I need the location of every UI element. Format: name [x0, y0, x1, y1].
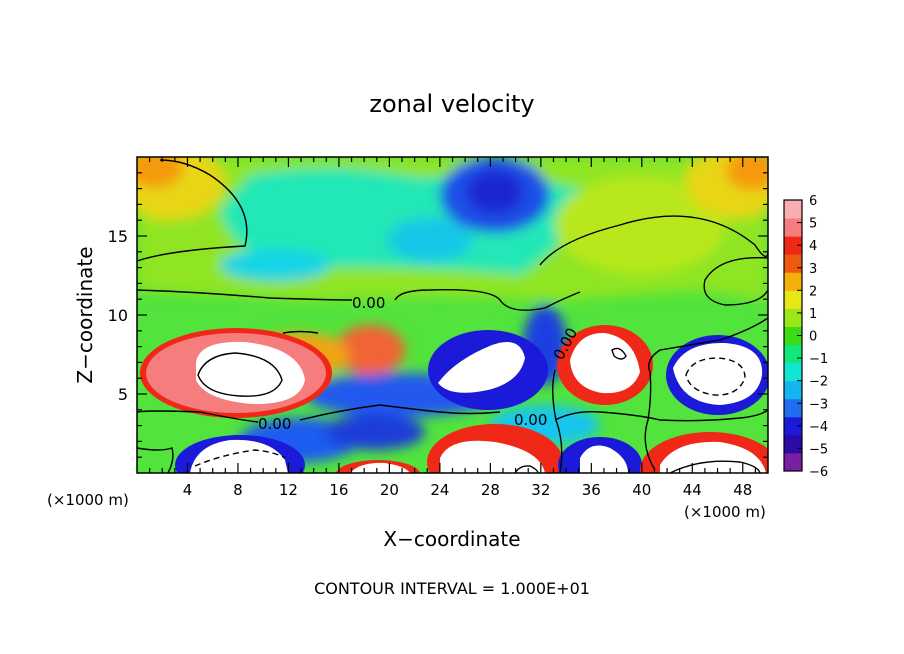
colorbar-swatch: [784, 452, 802, 472]
colorbar-tick-label: −1: [809, 352, 828, 367]
blue-upper-core: [467, 170, 523, 214]
orange-corner-left: [137, 157, 183, 188]
colorbar-tick-label: 4: [809, 239, 817, 254]
colorbar-swatch: [784, 434, 802, 454]
contour-left-lower: [137, 447, 174, 473]
colorbar-tick-label: −3: [809, 397, 828, 412]
x-tick-label: 16: [329, 481, 348, 499]
contour-label-a: 0.00: [352, 294, 385, 312]
blue-lower-mid: [325, 414, 425, 450]
colorbar-tick-label: −6: [809, 465, 828, 480]
x-tick-label: 40: [632, 481, 651, 499]
x-axis-label: X−coordinate: [383, 527, 520, 551]
y-tick-label: 15: [108, 227, 128, 246]
x-tick-label: 12: [279, 481, 298, 499]
chart-title: zonal velocity: [369, 90, 534, 118]
x-tick-label: 4: [183, 481, 193, 499]
core-pos-right: [570, 332, 640, 394]
colorbar-tick-label: −2: [809, 375, 828, 390]
core-pos-bottom-right: [660, 441, 766, 473]
contour-dashed-neg-right: [685, 357, 746, 396]
x-unit-right: (×1000 m): [684, 503, 766, 521]
colorbar-tick-label: 6: [809, 194, 817, 209]
core-pos-bottom-small: [350, 462, 410, 473]
cyan-patch-left: [220, 249, 330, 281]
colorbar-swatch: [784, 236, 802, 255]
x-tick-label: 8: [233, 481, 243, 499]
red-mid-band: [335, 325, 405, 375]
core-neg-mid: [438, 341, 525, 393]
colorbar-swatch: [784, 308, 802, 327]
colorbar-swatch: [784, 272, 802, 291]
saturated-cores: [190, 332, 766, 473]
core-pos-bottom-mid: [440, 440, 545, 473]
x-axis-ticks: 4 8 12 16 20 24 28 32 36 40 44 48: [149, 157, 756, 499]
core-neg-bottom-right: [580, 445, 628, 473]
x-tick-label: 24: [430, 481, 449, 499]
contour-lines: [137, 159, 768, 473]
core-neg-bottom-left: [190, 439, 288, 473]
contour-label-c: 0.00: [514, 411, 547, 429]
x-tick-label: 32: [531, 481, 550, 499]
colorbar-swatch: [784, 254, 802, 273]
contour-interval-note: CONTOUR INTERVAL = 1.000E+01: [314, 579, 590, 598]
contour-upper-mid: [539, 215, 768, 266]
y-tick-label: 10: [108, 306, 128, 325]
colorbar: 6 5 4 3 2 1 0 −1 −2 −3 −4 −5 −6: [783, 194, 828, 480]
colorbar-swatch: [784, 218, 802, 237]
colorbar-tick-label: 2: [809, 284, 817, 299]
colorbar-tick-label: 3: [809, 262, 817, 277]
contour-bottom-right: [669, 460, 761, 473]
contour-inner-left: [197, 352, 283, 397]
contour-right-side: [644, 317, 768, 471]
colorbar-swatch: [784, 398, 802, 418]
y-axis-label: Z−coordinate: [73, 246, 97, 383]
heatmap-field: 0.00 0.00 0.00 0.00: [137, 157, 768, 473]
lime-patch-right: [555, 177, 725, 273]
x-tick-label: 48: [733, 481, 752, 499]
contour-mid-loop: [282, 330, 319, 334]
contour-zero-main: [137, 289, 581, 311]
x-tick-label: 28: [481, 481, 500, 499]
colorbar-swatch: [784, 290, 802, 309]
contour-inner-right: [611, 347, 627, 360]
colorbar-tick-label: 5: [809, 217, 817, 232]
y-axis-ticks: 5 10 15: [108, 172, 768, 458]
contour-upper-right: [703, 256, 768, 306]
colorbar-swatch: [784, 344, 802, 364]
contour-bottom-mid: [514, 465, 539, 473]
contour-zero-lower: [137, 404, 768, 423]
colorbar-tick-label: −5: [809, 442, 828, 457]
contour-dashed-neg-bottom: [194, 449, 286, 467]
core-neg-right: [673, 342, 763, 405]
orange-corner-right: [726, 157, 768, 190]
colorbar-swatch: [784, 326, 802, 346]
contour-labels: 0.00 0.00 0.00 0.00: [258, 294, 581, 433]
core-pos-left: [196, 341, 305, 405]
contour-upper-left: [137, 159, 248, 262]
y-tick-label: 5: [118, 385, 128, 404]
contour-label-b: 0.00: [258, 415, 291, 433]
x-tick-label: 36: [582, 481, 601, 499]
colorbar-tick-label: 1: [809, 307, 817, 322]
x-tick-label: 44: [683, 481, 702, 499]
colorbar-swatch: [784, 362, 802, 382]
contour-zero-vertical: [552, 369, 563, 473]
colorbar-tick-label: 0: [809, 330, 817, 345]
x-unit-left: (×1000 m): [47, 491, 129, 509]
cyan-patch-mid: [388, 218, 472, 262]
colorbar-swatch: [784, 416, 802, 436]
colorbar-swatch: [784, 380, 802, 400]
colorbar-tick-label: −4: [809, 420, 828, 435]
x-tick-label: 20: [380, 481, 399, 499]
colorbar-swatch: [784, 200, 802, 219]
